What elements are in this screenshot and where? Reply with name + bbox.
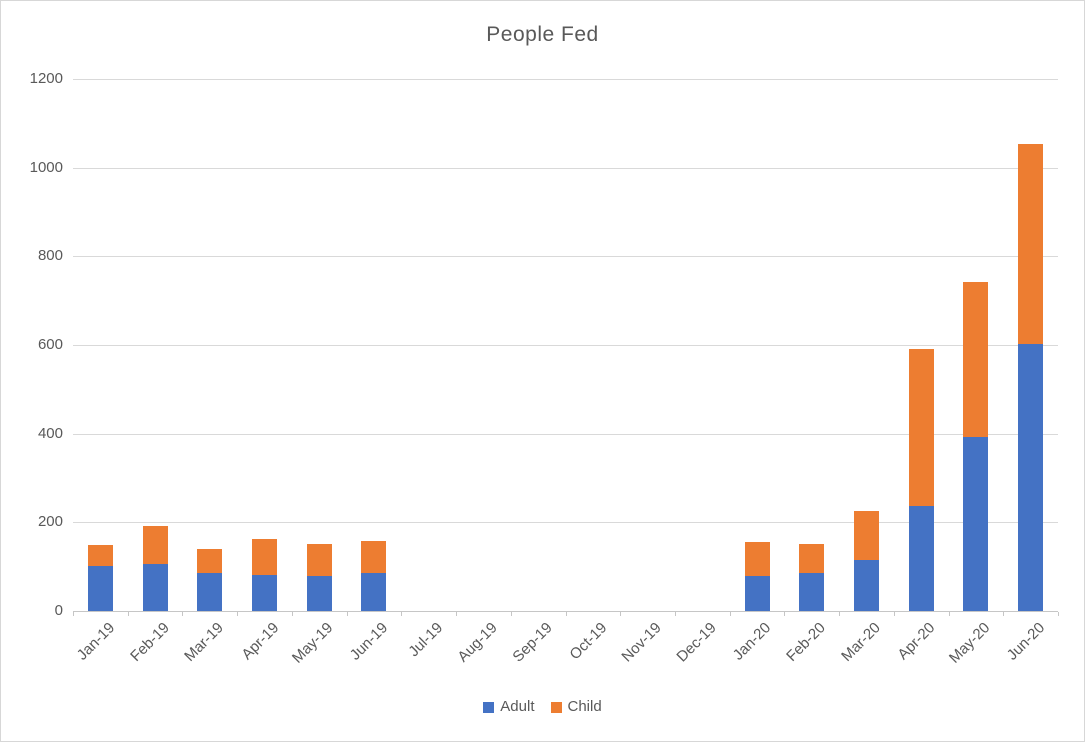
y-axis-tick-label: 1200 [29, 70, 63, 87]
x-axis-tick-label: Sep-19 [509, 619, 556, 666]
gridline [73, 345, 1058, 346]
axis-tick [839, 612, 841, 616]
bar-segment-child [87, 544, 113, 566]
x-axis-tick-label: Aug-19 [454, 619, 501, 666]
x-axis-tick-label: Jan-19 [73, 619, 118, 664]
legend-swatch-adult [483, 701, 495, 713]
axis-tick [620, 612, 622, 616]
legend-swatch-child [550, 701, 562, 713]
axis-tick [729, 612, 731, 616]
x-axis-tick-label: Oct-19 [566, 619, 611, 664]
x-axis-tick-label: Apr-20 [894, 619, 939, 664]
bar-segment-child [908, 348, 934, 506]
bar-segment-adult [908, 505, 934, 611]
y-axis-tick-label: 200 [37, 513, 63, 531]
gridline [73, 256, 1058, 258]
axis-tick [565, 612, 567, 616]
bar-segment-child [799, 544, 825, 573]
axis-tick [401, 612, 403, 616]
bar-segment-child [252, 539, 278, 575]
bar-segment-child [142, 526, 168, 564]
x-axis-tick-label: Jun-20 [1003, 619, 1048, 664]
axis-tick [73, 612, 74, 616]
x-axis-tick-label: Feb-20 [783, 619, 830, 665]
bar-segment-adult [799, 572, 825, 611]
axis-tick [346, 612, 348, 616]
bar-segment-adult [87, 565, 113, 611]
bar-segment-child [361, 541, 387, 573]
bar-segment-adult [744, 575, 770, 611]
x-axis-tick-label: May-19 [289, 619, 337, 667]
gridline [73, 522, 1058, 524]
y-axis-tick-label: 1000 [29, 158, 63, 176]
bar-segment-adult [142, 563, 168, 611]
bar-segment-child [744, 542, 770, 576]
axis-tick [182, 612, 184, 616]
y-axis-tick-label: 400 [37, 424, 63, 442]
x-axis-tick-label: Feb-19 [126, 619, 173, 665]
axis-tick [237, 612, 239, 616]
x-axis-tick-label: Apr-19 [237, 619, 282, 664]
x-axis-line [73, 611, 1058, 612]
y-axis-tick-label: 0 [54, 602, 63, 619]
y-axis-tick-label: 800 [37, 247, 63, 265]
bar-segment-adult [853, 560, 879, 611]
bar-segment-adult [1018, 343, 1044, 611]
bar-segment-child [963, 282, 989, 437]
gridline [73, 79, 1058, 80]
x-axis-tick-label: Mar-19 [181, 619, 228, 665]
y-axis-tick-label: 600 [37, 336, 63, 353]
axis-tick [456, 612, 458, 616]
bar-segment-adult [197, 573, 223, 611]
chart-title: People Fed [486, 23, 599, 46]
legend-label: Adult [500, 698, 535, 715]
bar-segment-adult [252, 574, 278, 611]
axis-tick [893, 612, 895, 616]
axis-tick [291, 612, 293, 616]
legend: Adult Child [1, 698, 1084, 716]
legend-label: Child [567, 698, 602, 715]
axis-tick [674, 612, 676, 616]
axis-tick [784, 612, 786, 616]
axis-tick [1003, 612, 1005, 616]
legend-item-child: Child [550, 698, 602, 716]
bar-segment-adult [306, 575, 332, 611]
axis-tick [1058, 612, 1059, 616]
x-axis-tick-label: Jan-20 [729, 619, 775, 664]
axis-tick [948, 612, 950, 616]
x-axis-tick-label: Dec-19 [673, 619, 720, 666]
axis-tick [127, 612, 129, 616]
legend-item-adult: Adult [483, 698, 535, 716]
axis-tick [510, 612, 512, 616]
x-axis-tick-label: Mar-20 [838, 619, 884, 665]
x-axis-tick-label: Jul-19 [405, 619, 447, 661]
bar-segment-child [306, 544, 332, 576]
bar-segment-child [1018, 143, 1044, 344]
bar-segment-adult [963, 436, 989, 611]
x-axis-tick-label: Nov-19 [618, 619, 665, 666]
gridline [73, 433, 1058, 435]
gridline [73, 167, 1058, 169]
bar-segment-adult [361, 572, 387, 611]
bar-segment-child [853, 511, 879, 561]
x-axis-tick-label: Jun-19 [346, 619, 392, 664]
x-axis-tick-label: May-20 [945, 619, 994, 667]
bar-segment-child [197, 549, 223, 574]
